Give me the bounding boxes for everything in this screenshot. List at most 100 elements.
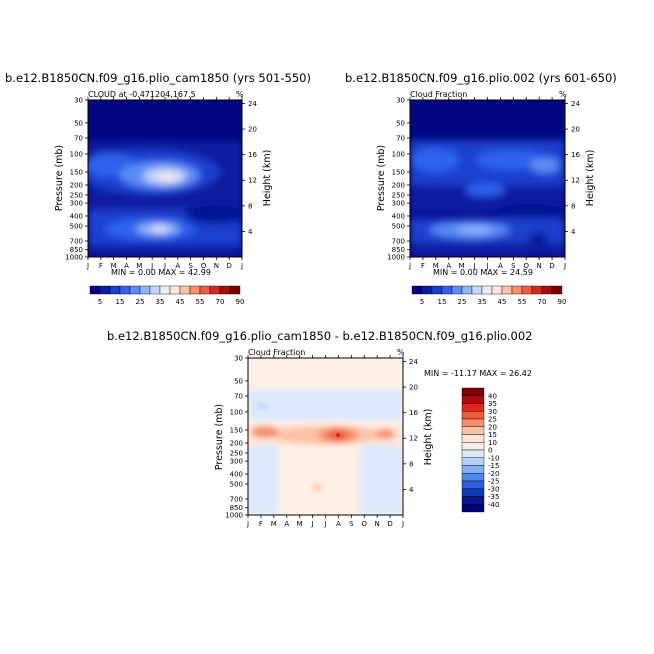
y-tick-label: 100 (70, 150, 83, 158)
colorbar-label: 0 (488, 447, 492, 455)
y-tick-label: 150 (70, 169, 83, 177)
y2-tick-label: 16 (409, 409, 418, 417)
x-tick-label: J (323, 520, 326, 528)
panel-b-subtitle: Cloud Fraction (410, 90, 467, 99)
panel-c: Cloud Fraction % Pressure (mb) Height (k… (214, 348, 532, 528)
y-tick-label: 100 (392, 150, 405, 158)
x-tick-label: A (336, 520, 341, 528)
y2-tick-label: 8 (248, 202, 252, 210)
panel-a-ylabel: Pressure (mb) (54, 145, 65, 211)
y-tick-label: 70 (234, 392, 243, 400)
panel-b-field (410, 100, 565, 257)
x-tick-label: J (86, 262, 89, 270)
colorbar-swatch (521, 285, 533, 295)
x-tick-label: M (136, 262, 142, 270)
colorbar-label: 15 (438, 298, 447, 306)
colorbar-swatch (461, 457, 485, 466)
x-tick-label: D (549, 262, 554, 270)
colorbar-swatch (461, 418, 485, 427)
y-tick-label: 500 (70, 222, 83, 230)
colorbar-swatch (189, 285, 201, 295)
figure-title-right: b.e12.B1850CN.f09_g16.plio.002 (yrs 601-… (345, 71, 617, 85)
x-tick-label: J (150, 262, 153, 270)
panel-b-colorbar: 5 15 25 35 45 55 70 90 (411, 285, 566, 306)
colorbar-swatch (461, 488, 485, 497)
colorbar-label: -15 (488, 462, 499, 470)
y2-tick-label: 8 (571, 202, 575, 210)
y-tick-label: 850 (392, 246, 405, 254)
x-tick-label: S (511, 262, 516, 270)
colorbar-swatch (421, 285, 433, 295)
colorbar-swatch (179, 285, 191, 295)
figure-title-left: b.e12.B1850CN.f09_g16.plio_cam1850 (yrs … (5, 71, 311, 85)
y-tick-label: 850 (230, 504, 243, 512)
panel-c-field (248, 358, 403, 515)
colorbar-swatch (139, 285, 151, 295)
panel-a-units: % (236, 90, 244, 99)
panel-a-axes: J F M A M J J A S O N D J305070100150200250300400500… (65, 97, 257, 271)
x-tick-label: D (226, 262, 231, 270)
y2-tick-label: 12 (571, 177, 580, 185)
x-tick-label: O (361, 520, 367, 528)
y-tick-label: 50 (74, 119, 83, 127)
panel-a-subtitle: CLOUD at -0.471204,167.5 (88, 90, 196, 99)
colorbar-swatch (461, 449, 485, 458)
colorbar-swatch (511, 285, 523, 295)
y-tick-label: 30 (74, 97, 83, 105)
y-tick-label: 700 (230, 496, 243, 504)
x-tick-label: O (523, 262, 529, 270)
y-tick-label: 400 (230, 470, 243, 478)
colorbar-label: 35 (156, 298, 165, 306)
y-tick-label: 30 (234, 355, 243, 363)
x-tick-label: O (201, 262, 207, 270)
panel-c-ylabel: Pressure (mb) (214, 404, 225, 470)
colorbar-swatch (501, 285, 513, 295)
x-tick-label: N (214, 262, 219, 270)
x-tick-label: J (401, 520, 404, 528)
colorbar-swatch (149, 285, 161, 295)
panel-c-y2label: Height (km) (423, 409, 434, 466)
colorbar-swatch (461, 403, 485, 412)
colorbar-swatch (441, 285, 453, 295)
x-tick-label: A (124, 262, 129, 270)
x-tick-label: N (375, 520, 380, 528)
colorbar-label: 35 (478, 298, 487, 306)
colorbar-swatch (229, 285, 241, 295)
x-tick-label: A (175, 262, 180, 270)
panel-c-subtitle: Cloud Fraction (248, 348, 305, 357)
colorbar-swatch (99, 285, 111, 295)
colorbar-label: -30 (488, 485, 499, 493)
colorbar-swatch (541, 285, 553, 295)
y2-tick-label: 4 (571, 228, 576, 236)
x-tick-label: J (311, 520, 314, 528)
y-tick-label: 250 (70, 191, 83, 199)
colorbar-swatch (109, 285, 121, 295)
y2-tick-label: 20 (571, 126, 580, 134)
colorbar-swatch (461, 395, 485, 404)
colorbar-label: -10 (488, 454, 499, 462)
colorbar-label: 25 (136, 298, 145, 306)
colorbar-swatch (461, 426, 485, 435)
y-tick-label: 300 (392, 200, 405, 208)
y-tick-label: 1000 (225, 512, 243, 520)
panel-c-axes: J F M A M J J A S O N D J305070100150200250300400500… (225, 355, 418, 529)
colorbar-label: -40 (488, 501, 499, 509)
y2-tick-label: 4 (409, 486, 414, 494)
y-tick-label: 700 (392, 238, 405, 246)
colorbar-swatch (411, 285, 423, 295)
y2-tick-label: 24 (571, 100, 580, 108)
colorbar-swatch (491, 285, 503, 295)
y-tick-label: 300 (230, 458, 243, 466)
colorbar-label: 90 (236, 298, 245, 306)
colorbar-swatch (451, 285, 463, 295)
y-tick-label: 400 (70, 212, 83, 220)
colorbar-swatch (461, 465, 485, 474)
y2-tick-label: 16 (571, 151, 580, 159)
colorbar-swatch (89, 285, 101, 295)
panel-b-y2label: Height (km) (585, 150, 596, 207)
panel-c-stats: MIN = -11.17 MAX = 26.42 (424, 369, 532, 378)
x-tick-label: A (446, 262, 451, 270)
x-tick-label: J (473, 262, 476, 270)
